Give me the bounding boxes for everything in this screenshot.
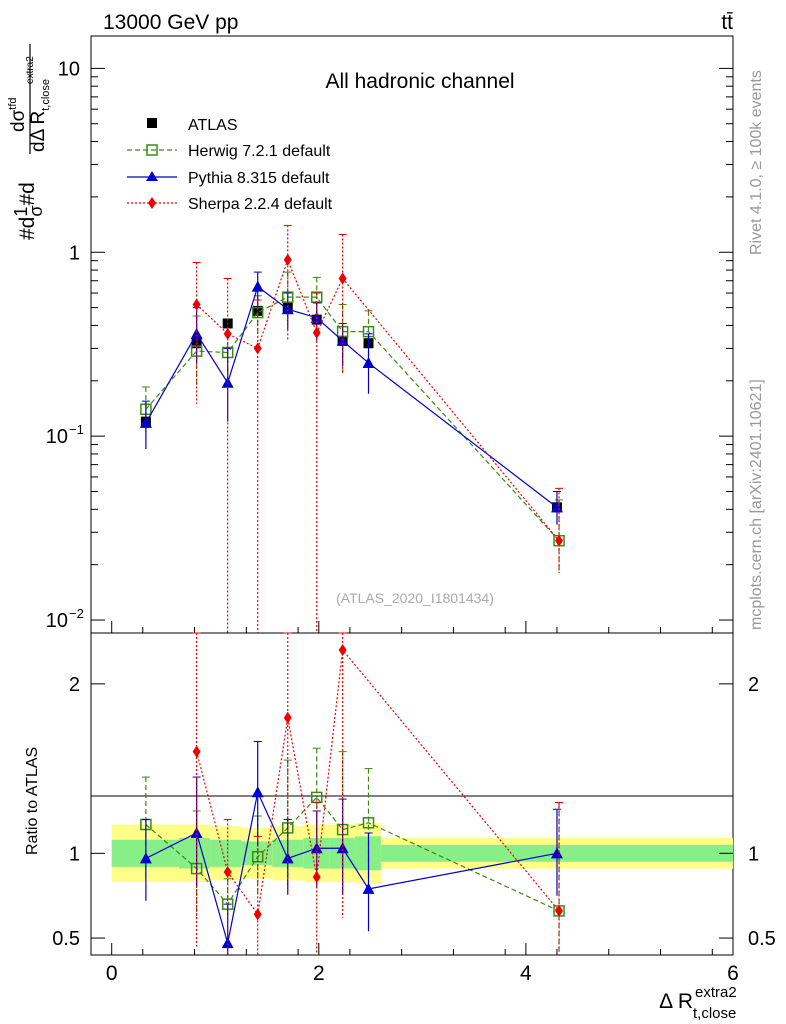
series-line-2 — [145, 285, 558, 508]
ratio-point-3-1 — [192, 745, 201, 758]
y-label-part-c: σ — [26, 206, 46, 217]
x-axis-label: Δ R extra2 t,close — [659, 984, 737, 1022]
x-tick-label-2: 2 — [313, 962, 325, 985]
ratio-uncertainty-bands — [111, 822, 733, 884]
ratio-point-2-8 — [550, 847, 563, 859]
y-tick-label-main-0: 10 — [58, 58, 80, 80]
data-point-2-0 — [139, 416, 152, 428]
x-tick-label-0: 0 — [106, 962, 118, 985]
ratio-point-3-8 — [555, 904, 564, 917]
ratio-point-2-0 — [139, 852, 152, 864]
y-label-part-a: #d — [16, 217, 39, 240]
legend-label-pythia: Pythia 8.315 default — [188, 170, 330, 187]
data-point-3-1 — [192, 298, 201, 311]
y-tick-label-ratio-right-0: 2 — [748, 674, 759, 696]
ratio-point-2-1 — [190, 826, 203, 838]
data-point-3-6 — [338, 272, 347, 285]
process-label: tt̄ — [721, 11, 733, 34]
y-tick-label-main-3: 10 — [46, 610, 68, 632]
band-inner-3 — [241, 841, 273, 866]
band-inner-2 — [210, 839, 242, 867]
side-label-top: Rivet 4.1.0, ≥ 100k events — [748, 70, 765, 255]
ratio-point-1-7 — [362, 817, 375, 829]
ratio-point-2-7 — [362, 882, 375, 894]
y-tick-label-ratio-2: 0.5 — [52, 928, 80, 950]
y-tick-label-ratio-right-1: 1 — [748, 843, 759, 865]
y-tick-label-ratio-0: 2 — [69, 674, 80, 696]
main-title: All hadronic channel — [325, 70, 514, 93]
y-tick-exp-main-3: −2 — [69, 606, 84, 621]
svg-text:#d1σ#d: #d1σ#d — [11, 182, 46, 240]
ratio-point-2-6 — [336, 842, 349, 854]
y-label-part-b: 1 — [11, 207, 31, 217]
ratio-point-2-2 — [221, 937, 234, 949]
legend-label-herwig: Herwig 7.2.1 default — [188, 143, 331, 160]
y-label-part-g: dΔ R — [28, 111, 49, 152]
data-point-2-8 — [550, 501, 563, 513]
x-tick-label-4: 4 — [520, 962, 532, 985]
legend-marker-sherpa — [148, 197, 156, 209]
legend: ATLAS Herwig 7.2.1 default Pythia 8.315 … — [127, 117, 333, 213]
data-point-3-8 — [555, 534, 564, 547]
data-point-2-2 — [221, 376, 234, 388]
legend-marker-herwig — [146, 144, 158, 156]
data-point-2-3 — [251, 280, 264, 292]
y-tick-label-main-1: 1 — [69, 242, 80, 264]
watermark: (ATLAS_2020_I1801434) — [336, 590, 494, 606]
series-line-3 — [196, 258, 560, 542]
ratio-point-3-3 — [253, 908, 262, 921]
ratio-panel-frame — [90, 632, 734, 956]
x-label-sup: extra2 — [695, 984, 737, 1001]
main-panel-series — [139, 224, 565, 633]
y-tick-label-main-2: 10 — [46, 426, 68, 448]
y-label-part-h: t,close — [40, 79, 52, 111]
y-tick-exp-main-2: −1 — [69, 422, 84, 437]
x-tick-label-6: 6 — [727, 962, 739, 985]
svg-text:dσtfd: dσtfd — [7, 97, 29, 132]
ratio-point-3-4 — [283, 711, 292, 724]
data-point-0-3 — [252, 305, 263, 316]
y-label-part-e: dσ — [8, 109, 29, 132]
data-point-3-3 — [253, 342, 262, 355]
energy-label: 13000 GeV pp — [103, 11, 238, 34]
legend-label-atlas: ATLAS — [188, 117, 238, 134]
ratio-panel-series — [139, 632, 565, 955]
series-line-1 — [145, 296, 560, 542]
legend-marker-pythia — [146, 171, 158, 181]
svg-text:dΔ Rt,closeextra2: dΔ Rt,closeextra2 — [25, 56, 52, 152]
ratio-y-label: Ratio to ATLAS — [24, 747, 41, 855]
data-point-3-4 — [283, 253, 292, 266]
legend-label-sherpa: Sherpa 2.2.4 default — [188, 196, 333, 213]
legend-marker-atlas — [147, 118, 157, 128]
side-label-bottom: mcplots.cern.ch [arXiv:2401.10621] — [748, 379, 765, 630]
data-point-2-7 — [362, 356, 375, 368]
main-y-label: #d1σ#d dσtfd dΔ Rt,closeextra2 — [7, 44, 52, 240]
ratio-point-2-3 — [251, 786, 264, 798]
data-point-3-2 — [223, 327, 232, 340]
data-point-2-4 — [281, 303, 294, 315]
data-point-2-1 — [190, 327, 203, 339]
y-label-part-f: tfd — [7, 97, 19, 109]
y-tick-label-ratio-1: 1 — [69, 843, 80, 865]
x-label-main: Δ R — [659, 990, 693, 1013]
y-tick-label-ratio-right-2: 0.5 — [748, 928, 776, 950]
data-point-3-5 — [312, 326, 321, 339]
y-label-part-d: #d — [16, 182, 39, 205]
ratio-point-3-2 — [223, 865, 232, 878]
x-label-sub: t,close — [693, 1005, 736, 1022]
ratio-point-3-5 — [312, 871, 321, 884]
ratio-point-3-6 — [338, 643, 347, 656]
